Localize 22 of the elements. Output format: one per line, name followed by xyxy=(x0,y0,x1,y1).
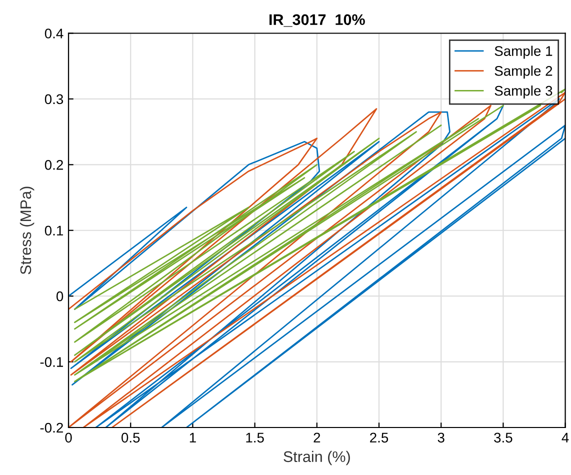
x-axis-title: Strain (%) xyxy=(284,450,350,466)
y-tick-label: 0.2 xyxy=(44,160,63,170)
x-tick-label: 0 xyxy=(65,432,72,443)
y-tick-label: 0.3 xyxy=(44,94,64,104)
x-tick-label: 2.5 xyxy=(370,432,388,443)
y-tick-label: 0 xyxy=(56,291,64,302)
legend-label: Sample 3 xyxy=(494,86,552,98)
legend-label: Sample 1 xyxy=(494,46,552,59)
x-tick-label: 0.5 xyxy=(122,432,140,443)
x-tick-label: 1.5 xyxy=(246,432,264,443)
x-tick-label: 3.5 xyxy=(494,432,512,443)
y-tick-label: 0.4 xyxy=(44,28,64,38)
chart-title: IR_3017 10% xyxy=(270,14,365,27)
y-tick-label: -0.2 xyxy=(40,422,63,433)
x-tick-label: 4 xyxy=(562,432,569,442)
x-tick-label: 3 xyxy=(438,432,444,443)
x-tick-label: 2 xyxy=(314,432,320,442)
x-tick-label: 1 xyxy=(190,432,196,442)
y-tick-label: -0.1 xyxy=(40,357,63,367)
y-axis-title: Stress (MPa) xyxy=(20,186,34,274)
y-tick-label: 0.1 xyxy=(44,226,63,236)
legend-label: Sample 2 xyxy=(494,66,552,79)
